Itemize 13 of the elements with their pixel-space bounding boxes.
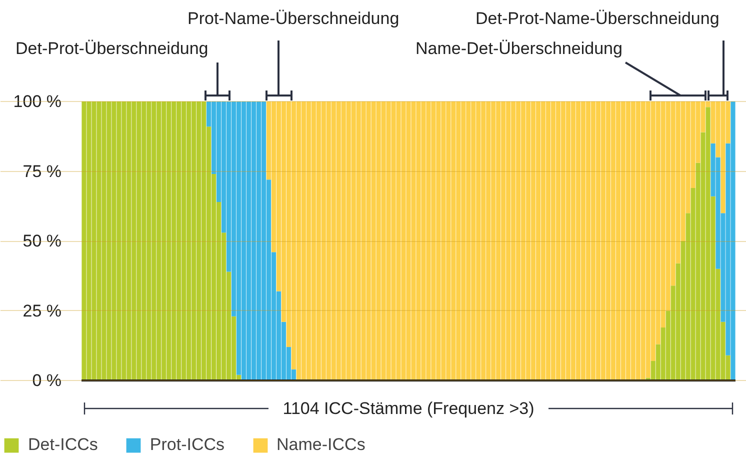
x-axis-title: 1104 ICC-Stämme (Frequenz >3) bbox=[282, 399, 534, 418]
legend-label: Name-ICCs bbox=[276, 435, 366, 455]
text: Det-Prot-Überschneidung bbox=[16, 39, 208, 58]
y-tick-label: 0 % bbox=[32, 371, 62, 390]
y-tick-label: 100 % bbox=[13, 92, 62, 111]
legend-label: Det-ICCs bbox=[28, 435, 98, 455]
y-tick-label: 75 % bbox=[22, 162, 62, 181]
text: Prot-Name-Überschneidung bbox=[188, 9, 400, 28]
y-tick-label: 50 % bbox=[22, 232, 62, 250]
y-tick-label: 25 % bbox=[22, 301, 62, 320]
text: Name-Det-Überschneidung bbox=[416, 39, 622, 58]
text: Det-Prot-Name-Überschneidung bbox=[476, 9, 720, 28]
legend-label: Prot-ICCs bbox=[150, 435, 225, 455]
